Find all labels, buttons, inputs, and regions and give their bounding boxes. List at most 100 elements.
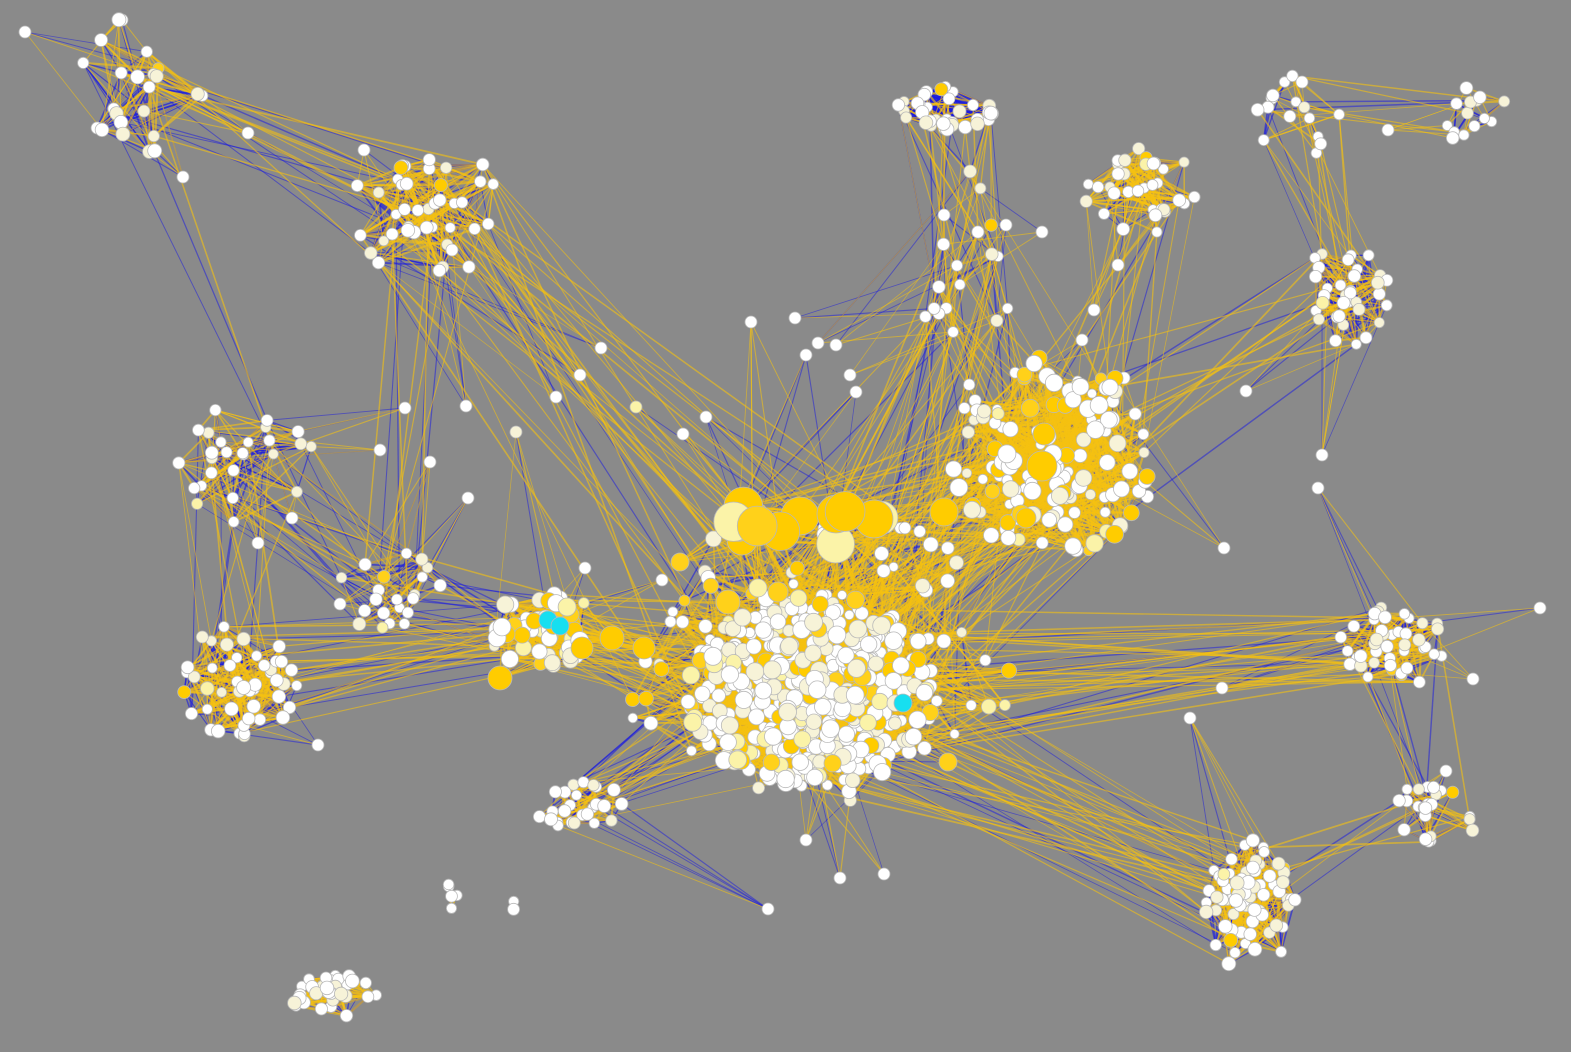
graph-node[interactable] bbox=[990, 314, 1004, 328]
graph-node[interactable] bbox=[444, 222, 456, 234]
graph-node[interactable] bbox=[577, 776, 590, 789]
graph-node[interactable] bbox=[1121, 462, 1139, 480]
graph-node[interactable] bbox=[333, 597, 347, 611]
graph-node[interactable] bbox=[533, 810, 547, 824]
graph-node[interactable] bbox=[1218, 919, 1233, 934]
graph-node[interactable] bbox=[1466, 672, 1480, 686]
graph-node[interactable] bbox=[1352, 302, 1366, 316]
graph-node[interactable] bbox=[788, 578, 799, 590]
graph-node[interactable] bbox=[398, 202, 412, 216]
graph-node[interactable] bbox=[1183, 711, 1197, 725]
graph-node[interactable] bbox=[439, 161, 453, 174]
graph-node[interactable] bbox=[991, 407, 1005, 421]
graph-node[interactable] bbox=[373, 443, 387, 457]
graph-node[interactable] bbox=[236, 447, 249, 460]
graph-node[interactable] bbox=[958, 120, 973, 135]
graph-node[interactable] bbox=[1412, 783, 1425, 796]
graph-node[interactable] bbox=[445, 243, 459, 257]
graph-node[interactable] bbox=[833, 871, 847, 885]
graph-node[interactable] bbox=[1116, 222, 1130, 236]
graph-node[interactable] bbox=[963, 378, 976, 391]
graph-node[interactable] bbox=[748, 708, 765, 726]
graph-node[interactable] bbox=[844, 609, 855, 621]
graph-node[interactable] bbox=[808, 680, 827, 699]
graph-node[interactable] bbox=[1463, 813, 1476, 826]
graph-node[interactable] bbox=[1229, 947, 1241, 959]
graph-node[interactable] bbox=[246, 699, 261, 714]
graph-node[interactable] bbox=[18, 25, 32, 39]
graph-node[interactable] bbox=[398, 618, 411, 630]
graph-node[interactable] bbox=[789, 560, 805, 576]
graph-node[interactable] bbox=[1439, 764, 1453, 778]
graph-node[interactable] bbox=[814, 698, 832, 716]
graph-node[interactable] bbox=[1350, 338, 1362, 350]
graph-node[interactable] bbox=[1064, 391, 1082, 409]
graph-node[interactable] bbox=[1188, 190, 1201, 204]
graph-node[interactable] bbox=[1068, 506, 1081, 519]
graph-node[interactable] bbox=[311, 738, 325, 752]
graph-node[interactable] bbox=[997, 444, 1017, 464]
graph-node[interactable] bbox=[487, 178, 500, 190]
graph-node[interactable] bbox=[1247, 902, 1262, 917]
graph-node[interactable] bbox=[915, 683, 934, 702]
graph-node[interactable] bbox=[200, 681, 215, 696]
graph-node[interactable] bbox=[241, 126, 255, 140]
graph-node[interactable] bbox=[874, 546, 889, 561]
graph-node[interactable] bbox=[956, 627, 967, 638]
graph-node[interactable] bbox=[884, 672, 903, 690]
graph-node[interactable] bbox=[492, 617, 512, 637]
graph-node[interactable] bbox=[269, 673, 284, 688]
graph-node[interactable] bbox=[188, 670, 201, 684]
graph-node[interactable] bbox=[876, 563, 891, 578]
graph-node[interactable] bbox=[1072, 448, 1088, 463]
graph-node[interactable] bbox=[1418, 801, 1433, 815]
graph-node[interactable] bbox=[290, 485, 303, 498]
graph-node[interactable] bbox=[352, 617, 367, 631]
graph-node[interactable] bbox=[799, 348, 813, 362]
graph-node[interactable] bbox=[1001, 302, 1014, 314]
graph-node[interactable] bbox=[142, 80, 156, 94]
graph-node[interactable] bbox=[678, 594, 691, 607]
graph-node[interactable] bbox=[216, 686, 228, 698]
graph-node[interactable] bbox=[1427, 781, 1440, 794]
graph-node[interactable] bbox=[845, 685, 865, 705]
graph-node[interactable] bbox=[936, 237, 951, 251]
graph-node[interactable] bbox=[1343, 286, 1357, 300]
graph-node[interactable] bbox=[201, 703, 213, 715]
graph-node[interactable] bbox=[354, 229, 367, 242]
graph-node[interactable] bbox=[372, 186, 385, 199]
graph-node[interactable] bbox=[811, 595, 829, 613]
graph-node[interactable] bbox=[305, 440, 317, 453]
graph-node[interactable] bbox=[724, 620, 742, 637]
graph-node[interactable] bbox=[137, 104, 151, 118]
graph-node[interactable] bbox=[1246, 860, 1260, 875]
graph-node-hub-17[interactable] bbox=[748, 578, 768, 598]
graph-node[interactable] bbox=[884, 631, 903, 650]
graph-node[interactable] bbox=[474, 175, 487, 188]
graph-node[interactable] bbox=[811, 336, 825, 350]
graph-node[interactable] bbox=[829, 338, 843, 352]
graph-node[interactable] bbox=[573, 368, 587, 382]
graph-node[interactable] bbox=[719, 733, 737, 751]
graph-node[interactable] bbox=[1243, 927, 1257, 941]
graph-node[interactable] bbox=[1245, 833, 1260, 848]
graph-node[interactable] bbox=[1228, 893, 1244, 908]
graph-node[interactable] bbox=[1380, 639, 1394, 654]
graph-node[interactable] bbox=[761, 902, 775, 916]
graph-node[interactable] bbox=[496, 595, 515, 614]
graph-node[interactable] bbox=[1383, 658, 1397, 672]
graph-node[interactable] bbox=[627, 712, 639, 724]
graph-node[interactable] bbox=[638, 690, 654, 707]
graph-node[interactable] bbox=[1210, 890, 1224, 904]
graph-node[interactable] bbox=[455, 196, 469, 209]
graph-node[interactable] bbox=[376, 606, 391, 620]
graph-node[interactable] bbox=[1132, 142, 1146, 156]
graph-node[interactable] bbox=[422, 153, 436, 167]
graph-node[interactable] bbox=[711, 688, 726, 703]
graph-node[interactable] bbox=[1418, 832, 1433, 846]
graph-node[interactable] bbox=[1298, 101, 1311, 114]
graph-node[interactable] bbox=[587, 779, 600, 792]
graph-node[interactable] bbox=[937, 208, 951, 222]
graph-node[interactable] bbox=[985, 247, 999, 261]
graph-node[interactable] bbox=[694, 685, 711, 702]
